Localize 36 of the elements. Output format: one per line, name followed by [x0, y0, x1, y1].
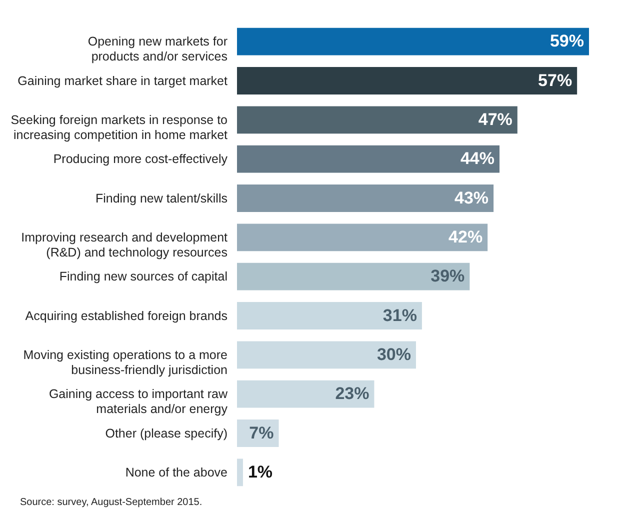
data-label: 59%	[550, 32, 584, 51]
bar	[237, 106, 518, 134]
y-tick-label: Improving research and development (R&D) and technology resources	[21, 230, 228, 260]
y-tick-label: Acquiring established foreign brands	[25, 308, 228, 323]
bar	[237, 28, 589, 56]
bar	[237, 67, 578, 94]
data-label: 1%	[248, 462, 273, 482]
bar	[237, 458, 243, 486]
y-tick-label: Other (please specify)	[105, 426, 228, 440]
bar	[237, 262, 470, 290]
bar	[237, 145, 500, 173]
data-label: 30%	[376, 344, 411, 364]
data-label: 42%	[448, 227, 483, 246]
data-label: 39%	[430, 266, 465, 286]
bar	[237, 184, 494, 212]
y-tick-label: Producing more cost-effectively	[53, 152, 228, 166]
data-label: 44%	[460, 149, 495, 168]
y-tick-label: Gaining market share in target market	[18, 74, 228, 88]
data-label: 43%	[454, 188, 489, 208]
y-tick-label: Moving existing operations to a more business-friendly jurisdiction	[23, 348, 228, 377]
source-note: Source: survey, August-September 2015.	[20, 497, 204, 508]
y-tick-label: Seeking foreign markets in response to increasing competition in home market	[10, 112, 228, 142]
y-tick-label: None of the above	[125, 465, 228, 480]
bar	[237, 224, 488, 252]
y-tick-label: Finding new sources of capital	[59, 270, 228, 284]
bar	[237, 341, 416, 369]
data-label: 7%	[249, 423, 274, 442]
data-label: 23%	[335, 384, 370, 404]
bar	[237, 302, 422, 330]
bar	[237, 380, 374, 408]
data-label: 47%	[478, 110, 512, 129]
y-tick-label: Opening new markets for products and/or services	[88, 34, 228, 64]
y-tick-label: Gaining access to important raw materials and/or energy	[48, 387, 228, 416]
data-label: 31%	[382, 306, 417, 325]
data-label: 57%	[538, 70, 572, 90]
y-tick-label: Finding new talent/skills	[95, 191, 228, 206]
